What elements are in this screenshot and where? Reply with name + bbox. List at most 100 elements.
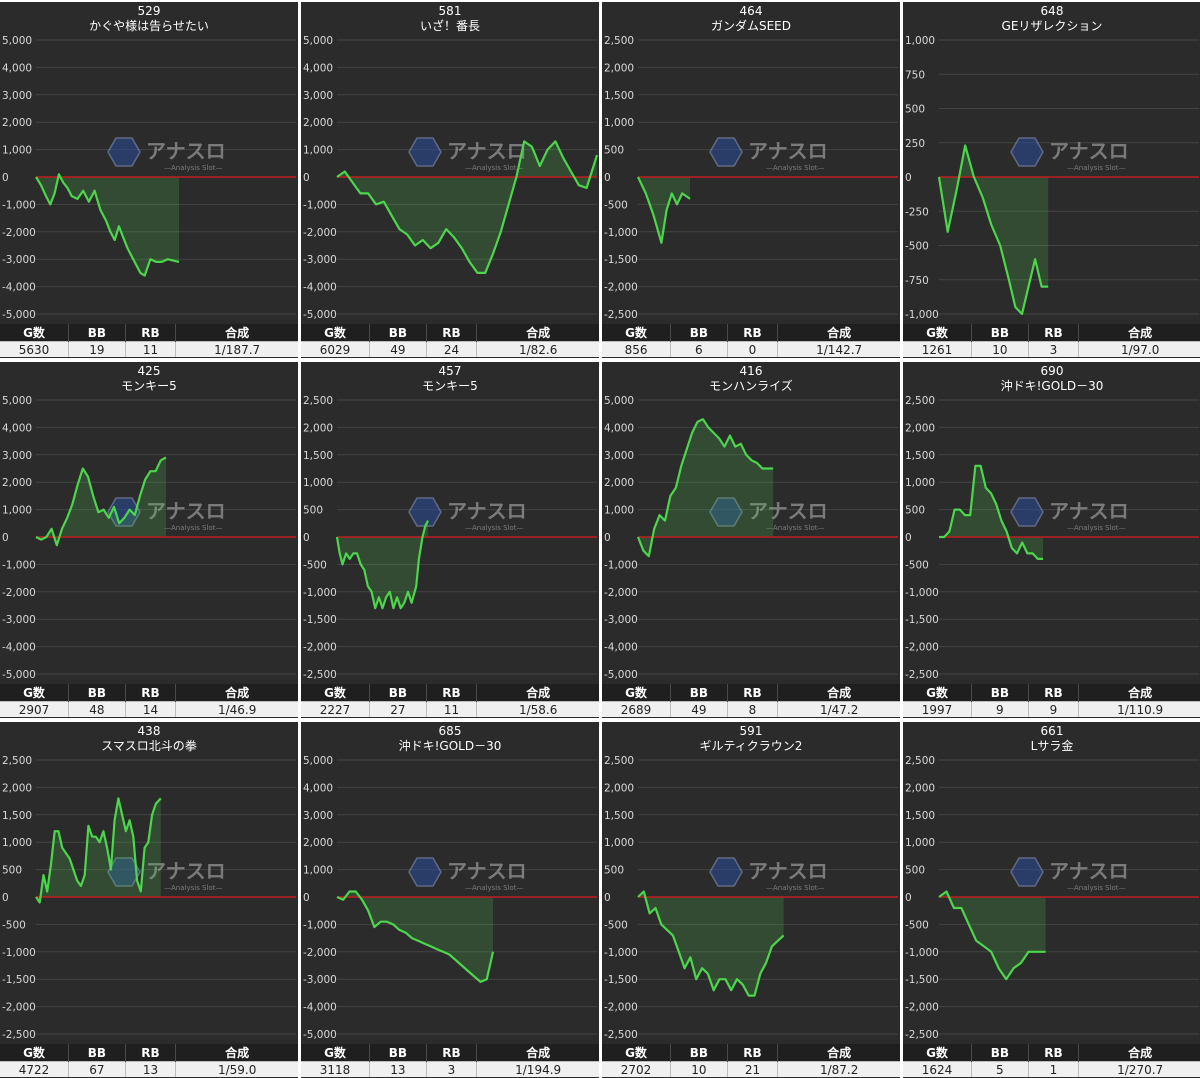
y-tick-label: -2,000 [2, 1002, 36, 1014]
y-tick-label: -1,000 [905, 309, 939, 320]
y-tick-label: -1,500 [905, 614, 939, 626]
stats-value-row: 2227 27 11 1/58.6 [301, 701, 599, 717]
y-tick-label: 2,000 [2, 782, 32, 794]
rb-header: RB [125, 684, 177, 702]
hexagon-logo-icon [408, 497, 442, 527]
y-tick-label: 500 [2, 865, 22, 877]
y-tick-label: 5,000 [604, 395, 634, 407]
g-count-header: G数 [602, 1044, 672, 1062]
combined-header: 合成 [777, 684, 900, 702]
hexagon-logo-icon [107, 857, 141, 887]
y-tick-label: 0 [2, 892, 9, 904]
slump-chart: 5,000 4,000 3,000 2,000 1,000 0 -1,000 -2,000 -3… [303, 35, 599, 320]
y-tick-label: 3,000 [2, 90, 32, 102]
rb-header: RB [727, 684, 779, 702]
y-tick-label: -3,000 [303, 974, 337, 986]
combined-header: 合成 [476, 684, 599, 702]
combined-value: 1/58.6 [476, 701, 599, 717]
rb-value: 9 [1028, 701, 1080, 717]
g-count-header: G数 [301, 684, 371, 702]
combined-value: 1/187.7 [175, 341, 298, 357]
y-tick-label: 500 [604, 865, 624, 877]
rb-header: RB [125, 324, 177, 342]
combined-header: 合成 [777, 1044, 900, 1062]
hexagon-logo-icon [1010, 497, 1044, 527]
bb-header: BB [971, 684, 1029, 702]
y-tick-label: 0 [604, 172, 611, 184]
stats-table: G数 BB RB 合成 1997 9 9 1/110.9 [903, 684, 1200, 717]
bb-value: 49 [670, 701, 728, 717]
y-tick-label: 1,000 [905, 477, 935, 489]
y-tick-label: 1,000 [303, 865, 333, 877]
stats-value-row: 4722 67 13 1/59.0 [0, 1061, 298, 1077]
machine-number: 529 [137, 4, 161, 18]
g-count-value: 1997 [903, 701, 973, 717]
y-tick-label: -3,000 [2, 614, 36, 626]
watermark-subtext: —Analysis Slot— [465, 164, 523, 172]
stats-table: G数 BB RB 合成 5630 19 11 1/187.7 [0, 324, 298, 357]
y-tick-label: 1,000 [2, 145, 32, 157]
g-count-header: G数 [0, 684, 70, 702]
g-count-value: 1624 [903, 1061, 973, 1077]
machine-number: 438 [137, 724, 161, 738]
hexagon-logo-icon [408, 857, 442, 887]
combined-value: 1/194.9 [476, 1061, 599, 1077]
combined-value: 1/82.6 [476, 341, 599, 357]
y-tick-label: -4,000 [303, 282, 337, 294]
rb-header: RB [125, 1044, 177, 1062]
bb-header: BB [369, 1044, 427, 1062]
stats-header-row: G数 BB RB 合成 [903, 324, 1200, 342]
y-tick-label: 3,000 [2, 450, 32, 462]
watermark-logo: アナスロ—Analysis Slot— [1010, 137, 1129, 172]
rb-value: 24 [426, 341, 478, 357]
watermark-logo: アナスロ—Analysis Slot— [107, 137, 226, 172]
watermark-subtext: —Analysis Slot— [1067, 164, 1125, 172]
bb-value: 13 [369, 1061, 427, 1077]
y-tick-label: 4,000 [604, 422, 634, 434]
watermark-logo: アナスロ—Analysis Slot— [709, 497, 828, 532]
y-tick-label: -500 [604, 919, 628, 931]
g-count-value: 1261 [903, 341, 973, 357]
y-tick-label: -2,500 [604, 309, 638, 320]
hexagon-logo-icon [1010, 137, 1044, 167]
y-tick-label: -2,000 [2, 587, 36, 599]
machine-name: スマスロ北斗の拳 [101, 739, 197, 753]
bb-header: BB [971, 1044, 1029, 1062]
y-tick-label: 1,000 [2, 505, 32, 517]
stats-header-row: G数 BB RB 合成 [602, 684, 900, 702]
g-count-value: 2227 [301, 701, 371, 717]
y-tick-label: 2,000 [2, 477, 32, 489]
bb-value: 5 [971, 1061, 1029, 1077]
stats-header-row: G数 BB RB 合成 [301, 324, 599, 342]
y-tick-label: 2,000 [604, 62, 634, 74]
combined-value: 1/270.7 [1078, 1061, 1200, 1077]
y-tick-label: -2,500 [303, 669, 337, 680]
rb-value: 1 [1028, 1061, 1080, 1077]
series-area [36, 457, 166, 546]
y-tick-label: -1,500 [604, 974, 638, 986]
watermark-subtext: —Analysis Slot— [164, 164, 222, 172]
y-tick-label: 250 [905, 138, 925, 150]
stats-table: G数 BB RB 合成 2227 27 11 1/58.6 [301, 684, 599, 717]
g-count-header: G数 [0, 324, 70, 342]
chart-panel: 661 Lサラ金 2,500 2,000 1,500 1,000 500 0 -500 -1,00… [903, 722, 1200, 1078]
combined-value: 1/142.7 [777, 341, 900, 357]
y-tick-label: 4,000 [303, 782, 333, 794]
rb-header: RB [727, 324, 779, 342]
combined-value: 1/46.9 [175, 701, 298, 717]
y-tick-label: 5,000 [2, 35, 32, 47]
y-tick-label: 1,000 [303, 477, 333, 489]
panel-header: 425 モンキー5 [0, 364, 298, 394]
watermark-subtext: —Analysis Slot— [164, 524, 222, 532]
watermark-text: アナスロ [146, 499, 226, 523]
watermark-text: アナスロ [146, 139, 226, 163]
combined-value: 1/87.2 [777, 1061, 900, 1077]
stats-header-row: G数 BB RB 合成 [0, 1044, 298, 1062]
g-count-header: G数 [301, 324, 371, 342]
chart-panel: 529 かぐや様は告らせたい 5,000 4,000 3,000 2,000 1,000 0-… [0, 2, 298, 358]
y-tick-label: -5,000 [303, 309, 337, 320]
y-tick-label: 2,000 [2, 117, 32, 129]
machine-name: かぐや様は告らせたい [89, 19, 209, 33]
hexagon-logo-icon [107, 137, 141, 167]
y-tick-label: 2,000 [303, 837, 333, 849]
